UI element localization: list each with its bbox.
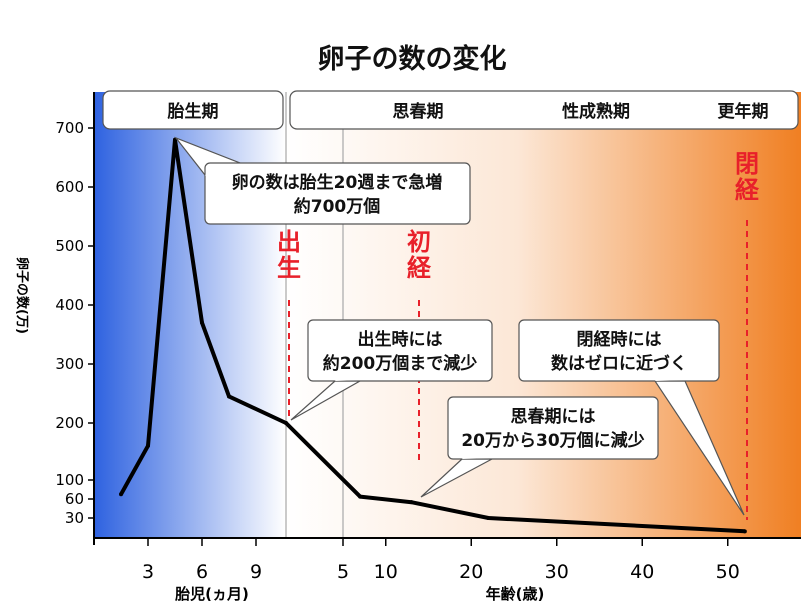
chart-title: 卵子の数の変化 <box>318 43 507 75</box>
data-point <box>358 494 363 499</box>
event-label: 経 <box>735 176 760 204</box>
x-tick-label: 10 <box>374 561 398 583</box>
y-tick-label: 700 <box>55 119 84 137</box>
callout-text: 20万から30万個に減少 <box>461 430 644 451</box>
callout: 思春期には 20万から30万個に減少 <box>420 396 659 498</box>
x-tick-label: 3 <box>142 561 154 583</box>
y-tick-label: 100 <box>55 471 84 489</box>
event-label: 出 <box>277 228 301 256</box>
callout-text: 数はゼロに近づく <box>551 353 687 374</box>
data-point <box>200 320 204 325</box>
data-point <box>119 492 123 497</box>
x-tick-label: 6 <box>196 561 208 583</box>
data-point <box>284 421 288 425</box>
x-axis-label-fetal: 胎児(ヵ月) <box>175 585 249 603</box>
x-tick-label: 30 <box>545 561 569 583</box>
callout-text: 約200万個まで減少 <box>323 353 478 374</box>
callout-text: 閉経時には <box>577 329 662 350</box>
callout-seam <box>462 458 491 459</box>
event-label: 経 <box>407 254 432 282</box>
callout-box <box>204 162 471 225</box>
data-point <box>742 529 747 534</box>
period-label: 性成熟期 <box>562 101 630 122</box>
callout-text: 約700万個 <box>294 196 381 217</box>
fetal-period-background <box>94 92 286 538</box>
y-axis-label: 卵子の数(万) <box>14 257 30 334</box>
x-tick-label: 20 <box>459 561 483 583</box>
callout-text: 卵の数は胎生20週まで急増 <box>232 172 443 193</box>
event-label: 初 <box>407 228 431 256</box>
y-tick-label: 30 <box>65 509 84 527</box>
period-label: 思春期 <box>393 101 444 122</box>
x-tick-label: 5 <box>337 561 349 583</box>
period-label: 胎生期 <box>168 101 219 122</box>
y-tick-label: 60 <box>65 490 84 508</box>
period-box-fetal <box>102 90 284 130</box>
period-box-postnatal <box>289 90 799 130</box>
callout-seam <box>655 380 684 381</box>
series-line <box>119 137 746 534</box>
x-tick-label: 40 <box>630 561 654 583</box>
callout-box <box>447 396 659 460</box>
callout-text: 出生時には <box>358 329 443 350</box>
y-tick-label: 400 <box>55 296 84 314</box>
y-tick-label: 600 <box>55 178 84 196</box>
x-tick-label: 9 <box>250 561 262 583</box>
data-point <box>486 516 491 520</box>
data-point <box>409 500 414 505</box>
event-label: 生 <box>277 254 301 282</box>
y-tick-label: 200 <box>55 414 84 432</box>
callout-text: 思春期には <box>511 406 596 427</box>
period-label: 更年期 <box>718 101 769 122</box>
callout-seam <box>335 380 359 381</box>
callout-box <box>518 319 720 382</box>
y-tick-label: 500 <box>55 237 84 255</box>
x-axis-label-age: 年齢(歳) <box>486 585 545 603</box>
y-tick-label: 300 <box>55 355 84 373</box>
callout-seam <box>205 164 239 176</box>
data-point <box>146 443 150 448</box>
x-tick-label: 50 <box>716 561 740 583</box>
callout-box <box>307 319 493 382</box>
event-label: 閉 <box>735 150 759 178</box>
data-point <box>227 394 231 399</box>
